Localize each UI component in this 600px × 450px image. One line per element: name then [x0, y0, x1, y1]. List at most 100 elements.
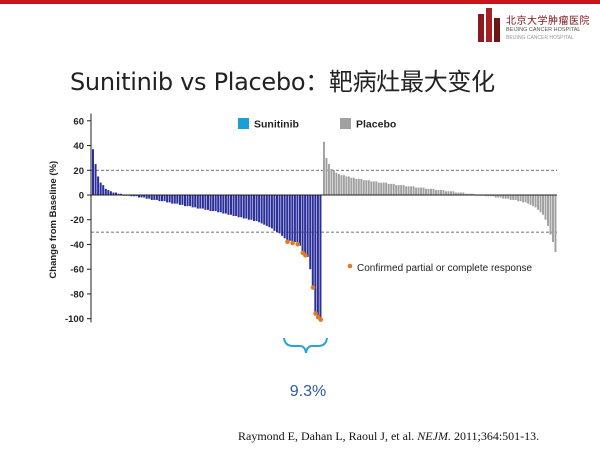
bar-sunitinib — [209, 195, 212, 212]
bar-sunitinib — [291, 195, 294, 242]
bar-sunitinib — [311, 195, 314, 287]
bar-placebo — [497, 195, 500, 198]
bar-sunitinib — [150, 195, 153, 200]
bar-placebo — [484, 195, 487, 197]
bar-placebo — [427, 188, 430, 195]
bar-placebo — [554, 195, 557, 252]
bar-sunitinib — [158, 195, 161, 202]
bar-sunitinib — [299, 195, 302, 246]
hospital-logo-mark-icon — [478, 8, 500, 42]
logo-english-subname: BEIJING CANCER HOSPITAL — [506, 35, 574, 41]
bar-placebo — [444, 191, 447, 195]
bar-placebo — [337, 173, 340, 195]
bar-sunitinib — [306, 195, 309, 257]
citation-journal: NEJM. — [417, 429, 451, 443]
bar-placebo — [459, 192, 462, 195]
bar-placebo — [527, 195, 530, 204]
bar-placebo — [539, 195, 542, 213]
bar-placebo — [352, 177, 355, 195]
bar-placebo — [402, 185, 405, 195]
bar-placebo — [549, 195, 552, 235]
bar-placebo — [447, 191, 450, 195]
bar-placebo — [367, 180, 370, 195]
bar-sunitinib — [132, 195, 135, 197]
bar-placebo — [357, 178, 360, 195]
bar-placebo — [377, 182, 380, 195]
bar-placebo — [469, 193, 472, 195]
bar-sunitinib — [181, 195, 184, 205]
bar-sunitinib — [155, 195, 158, 200]
bar-placebo — [454, 192, 457, 195]
bar-sunitinib — [204, 195, 207, 210]
bar-placebo — [430, 188, 432, 195]
legend-label-sunitinib: Sunitinib — [254, 119, 299, 131]
bar-sunitinib — [270, 195, 273, 229]
y-tick-label: 0 — [79, 191, 84, 202]
bar-sunitinib — [230, 195, 233, 215]
bar-placebo — [375, 181, 378, 195]
page-title: Sunitinib vs Placebo：靶病灶最大变化 — [70, 68, 495, 96]
bar-sunitinib — [316, 195, 319, 317]
responder-point — [285, 239, 290, 245]
bar-placebo — [347, 176, 350, 195]
bar-placebo — [425, 188, 427, 195]
bar-sunitinib — [283, 195, 286, 239]
bar-sunitinib — [153, 195, 156, 200]
legend-swatch-placebo — [340, 118, 351, 129]
bar-sunitinib — [288, 195, 291, 241]
bar-placebo — [405, 186, 408, 195]
bar-sunitinib — [232, 195, 235, 217]
y-tick-label: 60 — [73, 116, 84, 127]
citation-details: 2011;364:501-13. — [450, 429, 540, 443]
responder-point — [290, 240, 295, 246]
bar-sunitinib — [273, 195, 276, 231]
bar-sunitinib — [186, 195, 189, 207]
bar-sunitinib — [217, 195, 220, 213]
responder-point — [310, 285, 316, 290]
bar-sunitinib — [235, 195, 238, 217]
hospital-logo: 北京大学肿瘤医院 BEIJING CANCER HOSPITAL BEIJING… — [476, 6, 594, 48]
bar-sunitinib — [319, 195, 322, 319]
bar-sunitinib — [263, 195, 266, 225]
bar-placebo — [512, 195, 515, 200]
bar-placebo — [509, 195, 512, 200]
bar-sunitinib — [120, 193, 123, 195]
logo-chinese-name: 北京大学肿瘤医院 — [506, 16, 590, 27]
y-tick-label: 20 — [73, 166, 84, 177]
legend-label-placebo: Placebo — [356, 119, 396, 131]
response-rate-annotation: 9.3% — [290, 383, 326, 400]
y-axis-label: Change from Baseline (%) — [48, 161, 59, 279]
bar-placebo — [342, 175, 345, 195]
bar-placebo — [380, 182, 383, 195]
bar-sunitinib — [176, 195, 179, 204]
bar-sunitinib — [309, 195, 312, 270]
bar-sunitinib — [258, 195, 261, 223]
bar-sunitinib — [104, 188, 107, 195]
bar-sunitinib — [191, 195, 194, 208]
bar-sunitinib — [265, 195, 268, 226]
bar-placebo — [415, 187, 418, 195]
bar-sunitinib — [245, 195, 248, 219]
bar-sunitinib — [97, 176, 100, 195]
bar-placebo — [417, 187, 420, 195]
responder-bracket — [283, 337, 328, 354]
responder-legend-label: Confirmed partial or complete response — [357, 263, 533, 274]
bar-placebo — [499, 195, 502, 198]
bar-placebo — [370, 181, 373, 195]
bar-sunitinib — [237, 195, 240, 218]
bar-sunitinib — [242, 195, 245, 219]
bar-placebo — [547, 195, 549, 226]
bar-placebo — [544, 195, 547, 220]
bar-sunitinib — [117, 193, 120, 195]
bar-sunitinib — [168, 195, 171, 203]
bar-placebo — [452, 191, 455, 195]
legend-swatch-sunitinib — [238, 118, 249, 129]
bar-placebo — [355, 178, 358, 195]
bar-placebo — [442, 190, 445, 195]
bar-placebo — [392, 183, 395, 195]
bar-placebo — [410, 186, 413, 195]
y-tick-label: -20 — [70, 215, 84, 226]
bar-sunitinib — [214, 195, 217, 212]
bar-placebo — [537, 195, 540, 210]
